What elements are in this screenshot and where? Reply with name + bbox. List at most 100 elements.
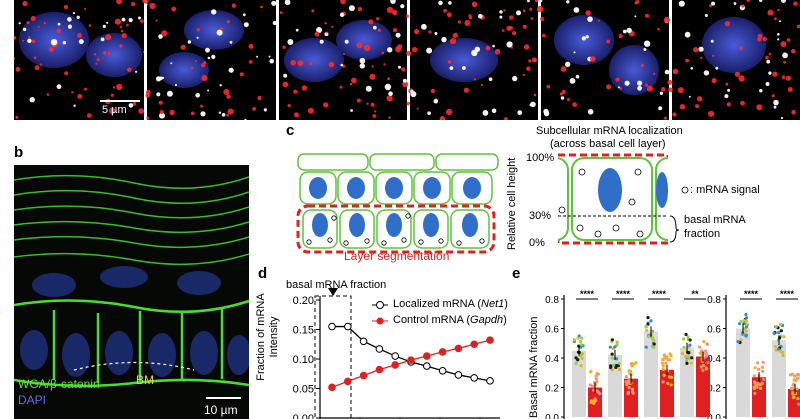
replicate-point bbox=[705, 342, 709, 346]
panel-e-y-tick-label: 0.8 bbox=[707, 295, 721, 306]
replicate-point bbox=[610, 352, 614, 356]
legend-2-prefix: Control mRNA ( bbox=[393, 314, 471, 326]
mrna-white-dot bbox=[143, 51, 146, 54]
legend-localized-marker bbox=[372, 301, 388, 309]
panel-e-letter: e bbox=[512, 265, 521, 282]
mrna-red-dot bbox=[619, 87, 623, 90]
replicate-point bbox=[744, 312, 748, 317]
mrna-red-dot bbox=[356, 42, 363, 49]
mrna-white-dot bbox=[727, 88, 731, 92]
mrna-red-dot bbox=[412, 46, 418, 53]
replicate-point bbox=[662, 353, 666, 357]
control-point bbox=[359, 371, 368, 380]
mrna-red-dot bbox=[738, 75, 745, 82]
mrna-white-dot bbox=[359, 57, 366, 64]
replicate-point bbox=[666, 381, 670, 386]
mrna-red-dot bbox=[155, 19, 158, 22]
mrna-red-dot bbox=[282, 81, 289, 88]
mrna-white-dot bbox=[319, 39, 324, 44]
panel-d-legend-localized: Localized mRNA (Net1) bbox=[393, 298, 508, 310]
panel-e-ylabel: Basal mRNA fraction bbox=[528, 316, 540, 418]
replicate-point bbox=[649, 319, 653, 323]
mrna-red-dot bbox=[663, 16, 671, 23]
mrna-red-dot bbox=[464, 20, 471, 26]
mrna-red-dot bbox=[560, 66, 567, 72]
replicate-point bbox=[792, 382, 796, 386]
basal-fraction-bar-localized bbox=[572, 350, 586, 417]
localized-point bbox=[470, 374, 478, 382]
panel-a-scale-label: 5 µm bbox=[102, 104, 127, 116]
mrna-red-dot bbox=[146, 116, 150, 120]
mrna-white-dot bbox=[390, 0, 396, 4]
mrna-red-dot bbox=[227, 108, 234, 115]
panel-c-bracket bbox=[669, 215, 680, 243]
mrna-white-dot bbox=[138, 16, 141, 20]
mrna-red-dot bbox=[522, 9, 526, 13]
mrna-white-dot bbox=[22, 27, 27, 32]
mrna-red-dot bbox=[392, 9, 398, 16]
mrna-red-dot bbox=[542, 33, 546, 38]
mrna-red-dot bbox=[741, 4, 745, 8]
mrna-red-dot bbox=[260, 5, 263, 9]
localized-point bbox=[391, 352, 399, 360]
mrna-red-dot bbox=[331, 25, 334, 28]
replicate-point bbox=[687, 351, 691, 355]
mrna-red-dot bbox=[223, 88, 230, 96]
mrna-red-dot bbox=[406, 14, 409, 18]
mrna-white-dot bbox=[581, 36, 586, 41]
panel-e-y-tick-label: 0.0 bbox=[545, 413, 559, 419]
mrna-red-dot bbox=[791, 110, 796, 115]
replicate-point bbox=[702, 339, 706, 343]
replicate-point bbox=[684, 359, 689, 363]
replicate-point bbox=[685, 355, 689, 359]
replicate-point bbox=[591, 388, 596, 392]
panel-b-microscopy bbox=[14, 165, 249, 419]
panel-d-letter: d bbox=[258, 265, 268, 282]
control-point bbox=[344, 377, 352, 386]
mrna-white-dot bbox=[438, 0, 443, 6]
mrna-white-dot bbox=[585, 35, 589, 39]
mrna-red-dot bbox=[428, 30, 432, 34]
mrna-red-dot bbox=[77, 94, 83, 99]
replicate-point bbox=[699, 365, 703, 369]
panel-d-y-tick-label: 0.15 bbox=[293, 325, 314, 337]
replicate-point bbox=[758, 386, 763, 391]
replicate-point bbox=[580, 356, 584, 361]
mrna-white-dot bbox=[207, 56, 211, 60]
mrna-white-dot bbox=[365, 85, 372, 92]
mrna-red-dot bbox=[566, 98, 570, 101]
mrna-white-dot bbox=[218, 111, 222, 114]
mrna-red-dot bbox=[252, 107, 256, 111]
mrna-red-dot bbox=[226, 113, 230, 117]
localized-point bbox=[328, 322, 336, 331]
replicate-point bbox=[681, 337, 686, 341]
mrna-red-dot bbox=[468, 14, 472, 18]
mrna-red-dot bbox=[406, 101, 411, 106]
replicate-point bbox=[595, 389, 599, 393]
mrna-red-dot bbox=[463, 87, 469, 93]
mrna-red-dot bbox=[14, 57, 16, 60]
mrna-red-dot bbox=[615, 77, 620, 82]
control-point bbox=[391, 361, 399, 369]
mrna-white-dot bbox=[710, 39, 714, 43]
mrna-red-dot bbox=[473, 78, 477, 81]
localized-point bbox=[423, 362, 431, 370]
control-point bbox=[423, 352, 431, 360]
mrna-white-dot bbox=[492, 44, 495, 48]
mrna-red-dot bbox=[190, 111, 195, 116]
replicate-point bbox=[793, 374, 797, 378]
mrna-red-dot bbox=[677, 87, 684, 94]
mrna-red-dot bbox=[159, 110, 164, 114]
control-point bbox=[486, 336, 494, 344]
replicate-point bbox=[756, 361, 760, 365]
mrna-white-dot bbox=[263, 108, 267, 112]
mrna-white-dot bbox=[159, 112, 165, 119]
mrna-red-dot bbox=[290, 59, 297, 66]
replicate-point bbox=[752, 374, 756, 378]
mrna-red-dot bbox=[248, 60, 253, 64]
mrna-red-dot bbox=[526, 66, 531, 71]
mrna-red-dot bbox=[510, 46, 514, 49]
replicate-point bbox=[706, 361, 710, 365]
replicate-point bbox=[652, 342, 656, 346]
mrna-white-dot bbox=[339, 12, 345, 17]
